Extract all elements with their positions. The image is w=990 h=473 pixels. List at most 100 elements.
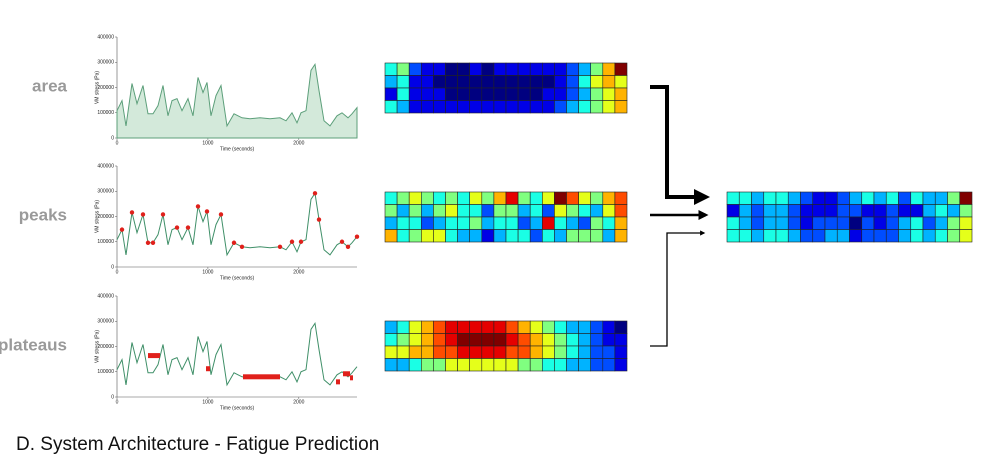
heatmap-cell <box>420 216 434 230</box>
heatmap-cell <box>566 333 579 347</box>
heatmap-cell <box>469 229 483 243</box>
heatmap-cell <box>420 229 434 243</box>
heatmap-cell <box>824 229 838 243</box>
heatmap-cell <box>578 358 591 372</box>
heatmap-cell <box>812 216 826 230</box>
heatmap-cell <box>812 204 826 218</box>
y-tick-label: 100000 <box>97 369 114 375</box>
heatmap-cell <box>554 320 567 334</box>
heatmap-cell <box>493 62 507 76</box>
heatmap-cell <box>934 191 948 205</box>
heatmap-cell <box>775 216 789 230</box>
heatmap-cell <box>763 204 777 218</box>
heatmap-cell <box>959 216 973 230</box>
heatmap-cell <box>493 216 507 230</box>
heatmap-cell <box>420 320 434 334</box>
line <box>116 191 358 257</box>
panel-label: plateaus <box>0 335 67 354</box>
y-tick-label: 300000 <box>97 60 114 66</box>
heatmap-cell <box>566 75 579 89</box>
heatmap-cell <box>529 216 543 230</box>
x-axis-title: Time (seconds) <box>220 146 255 152</box>
heatmap-cell <box>751 216 765 230</box>
heatmap-cell <box>614 320 628 334</box>
heatmap-cell <box>614 62 628 76</box>
heatmap-cell <box>873 229 887 243</box>
peak-marker <box>354 234 360 239</box>
heatmap-cell <box>738 216 752 230</box>
heatmap-cell <box>566 191 579 205</box>
heatmap-cell <box>590 320 604 334</box>
heatmap-cell <box>517 333 531 347</box>
heatmap-cell <box>529 358 543 372</box>
heatmap-cell <box>554 100 567 114</box>
heatmap-cell <box>554 216 567 230</box>
heatmap-cell <box>469 320 483 334</box>
heatmap-cell <box>505 204 519 218</box>
x-tick-label: 0 <box>116 269 119 275</box>
heatmap-cell <box>505 62 519 76</box>
y-axis-title: VM stress (Pa) <box>94 330 100 363</box>
heatmap-cell <box>566 345 579 359</box>
heatmap-cell <box>554 191 567 205</box>
heatmap-cell <box>602 333 616 347</box>
heatmap-cell <box>433 229 446 243</box>
heatmap-cell <box>934 229 948 243</box>
heatmap-cell <box>763 216 777 230</box>
heatmap-cell <box>505 320 519 334</box>
heatmap-cell <box>602 62 616 76</box>
heatmap-cell <box>505 75 519 89</box>
heatmap-cell <box>433 191 446 205</box>
heatmap-cell <box>614 216 628 230</box>
heatmap-cell <box>614 229 628 243</box>
heatmap-cell <box>602 216 616 230</box>
heatmap-cell <box>910 191 924 205</box>
heatmap-cell <box>947 191 961 205</box>
heatmap-cell <box>602 204 616 218</box>
heatmap-cell <box>457 62 471 76</box>
heatmap-cell <box>433 204 446 218</box>
peak-marker <box>129 210 135 215</box>
heatmap-cell <box>602 345 616 359</box>
heatmap-cell <box>396 320 410 334</box>
caption: D. System Architecture - Fatigue Predict… <box>16 434 379 455</box>
heatmap-cell <box>934 216 948 230</box>
heatmap-cell <box>873 216 887 230</box>
heatmap-cell <box>614 345 628 359</box>
panel-label: area <box>32 76 68 95</box>
peak-marker <box>231 240 237 245</box>
y-tick-label: 100000 <box>97 239 114 245</box>
heatmap-cell <box>541 345 555 359</box>
heatmap-cell <box>481 333 495 347</box>
heatmap-cell <box>445 216 458 230</box>
heatmap-cell <box>614 100 628 114</box>
heatmap-cell <box>849 191 863 205</box>
heatmap-cell <box>800 204 814 218</box>
heatmap-cell <box>445 191 458 205</box>
heatmap-cell <box>602 87 616 101</box>
heatmap-cell <box>578 191 591 205</box>
heatmap-cell <box>578 216 591 230</box>
heatmap-cell <box>517 216 531 230</box>
heatmap-cell <box>554 229 567 243</box>
line <box>116 321 358 387</box>
heatmap-cell <box>590 204 604 218</box>
heatmap-cell <box>420 345 434 359</box>
heatmap-cell <box>517 191 531 205</box>
heatmap-cell <box>396 75 410 89</box>
heatmap-cell <box>554 345 567 359</box>
heatmap-cell <box>898 229 912 243</box>
plateau-marker <box>350 375 353 381</box>
heatmap-cell <box>836 191 850 205</box>
heatmap-cell <box>566 87 579 101</box>
heatmap-cell <box>726 204 740 218</box>
heatmap-cell <box>590 345 604 359</box>
heatmap-cell <box>529 75 543 89</box>
heatmap-cell <box>873 204 887 218</box>
heatmap-cell <box>578 320 591 334</box>
heatmap-cell <box>529 204 543 218</box>
heatmap-cell <box>775 229 789 243</box>
heatmap-cell <box>517 204 531 218</box>
heatmap-cell <box>396 358 410 372</box>
heatmap-cell <box>554 358 567 372</box>
